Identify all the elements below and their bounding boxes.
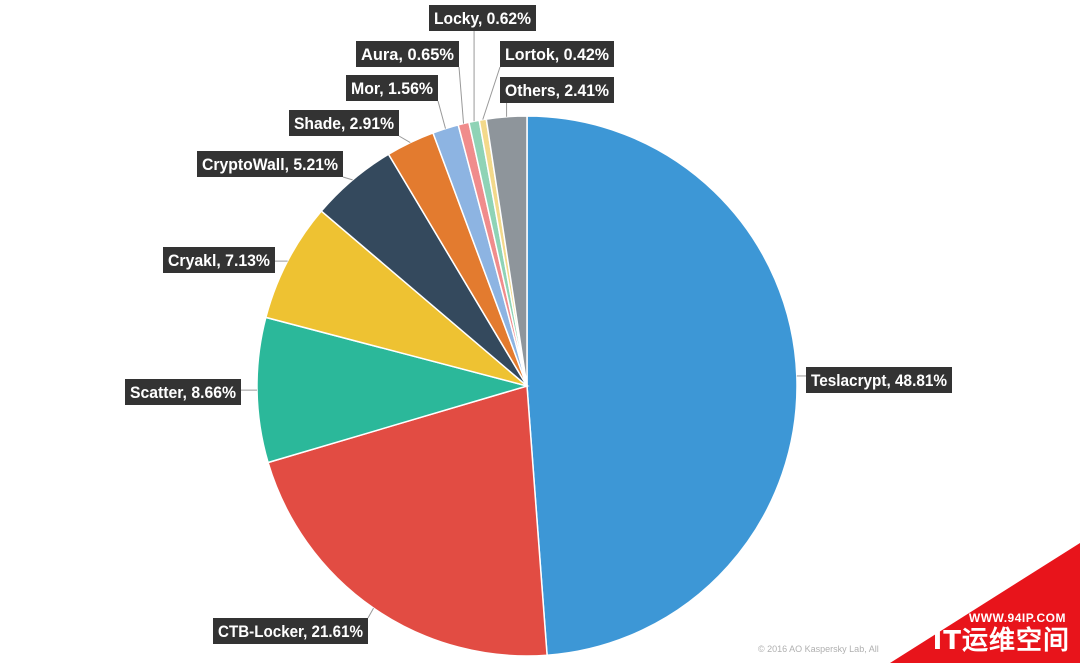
slice-label-box bbox=[500, 77, 614, 103]
pie-slice-cryakl bbox=[264, 209, 528, 387]
copyright-text: © 2016 AO Kaspersky Lab, All bbox=[758, 644, 879, 654]
slice-label-box bbox=[806, 367, 952, 393]
slice-labels: Teslacrypt, 48.81% CTB-Locker, 21.61% Scat… bbox=[125, 5, 952, 644]
pie-slices bbox=[256, 115, 798, 657]
leader-line-mor bbox=[437, 100, 446, 129]
slice-label-text: Aura, 0.65% bbox=[361, 45, 454, 64]
slice-label-cryakl: Cryakl, 7.13% bbox=[163, 247, 275, 273]
watermark-url: WWW.94IP.COM bbox=[968, 611, 1066, 625]
leader-line-cryptowall bbox=[342, 176, 353, 181]
slice-label-text: CTB-Locker, 21.61% bbox=[218, 622, 363, 641]
leader-lines bbox=[241, 31, 806, 619]
slice-label-box bbox=[429, 5, 536, 31]
pie-slice-scatter bbox=[256, 316, 530, 464]
slice-label-teslacrypt: Teslacrypt, 48.81% bbox=[806, 367, 952, 393]
slice-label-ctb-locker: CTB-Locker, 21.61% bbox=[213, 618, 368, 644]
slice-label-locky: Locky, 0.62% bbox=[429, 5, 536, 31]
slice-label-aura: Aura, 0.65% bbox=[356, 41, 459, 67]
slice-label-text: Mor, 1.56% bbox=[351, 79, 433, 98]
slice-label-text: Others, 2.41% bbox=[505, 81, 609, 100]
watermark-name: IT运维空间 bbox=[932, 626, 1070, 656]
leader-line-ctb-locker bbox=[367, 607, 374, 619]
pie-slice-teslacrypt bbox=[526, 115, 798, 657]
slice-label-scatter: Scatter, 8.66% bbox=[125, 379, 241, 405]
slice-label-text: Scatter, 8.66% bbox=[130, 383, 236, 402]
pie-slice-ctb-locker bbox=[267, 385, 548, 657]
slice-label-cryptowall: CryptoWall, 5.21% bbox=[197, 151, 343, 177]
leader-line-shade bbox=[398, 135, 411, 143]
leader-line-aura bbox=[458, 66, 465, 124]
slice-label-text: Lortok, 0.42% bbox=[505, 45, 609, 64]
slice-label-box bbox=[163, 247, 275, 273]
slice-label-box bbox=[356, 41, 459, 67]
watermark-corner bbox=[890, 543, 1080, 663]
slice-label-box bbox=[289, 110, 399, 136]
slice-label-mor: Mor, 1.56% bbox=[346, 75, 438, 101]
slice-label-text: Teslacrypt, 48.81% bbox=[811, 371, 947, 390]
slice-label-text: Cryakl, 7.13% bbox=[168, 251, 270, 270]
slice-label-box bbox=[125, 379, 241, 405]
slice-label-text: Shade, 2.91% bbox=[294, 114, 394, 133]
slice-label-box bbox=[500, 41, 614, 67]
leader-line-lortok bbox=[482, 66, 501, 120]
slice-label-box bbox=[213, 618, 368, 644]
slice-label-box bbox=[197, 151, 343, 177]
slice-label-lortok: Lortok, 0.42% bbox=[500, 41, 614, 67]
slice-label-text: CryptoWall, 5.21% bbox=[202, 155, 338, 174]
slice-label-text: Locky, 0.62% bbox=[434, 9, 531, 28]
slice-label-others: Others, 2.41% bbox=[500, 77, 614, 103]
slice-label-box bbox=[346, 75, 438, 101]
slice-label-shade: Shade, 2.91% bbox=[289, 110, 399, 136]
